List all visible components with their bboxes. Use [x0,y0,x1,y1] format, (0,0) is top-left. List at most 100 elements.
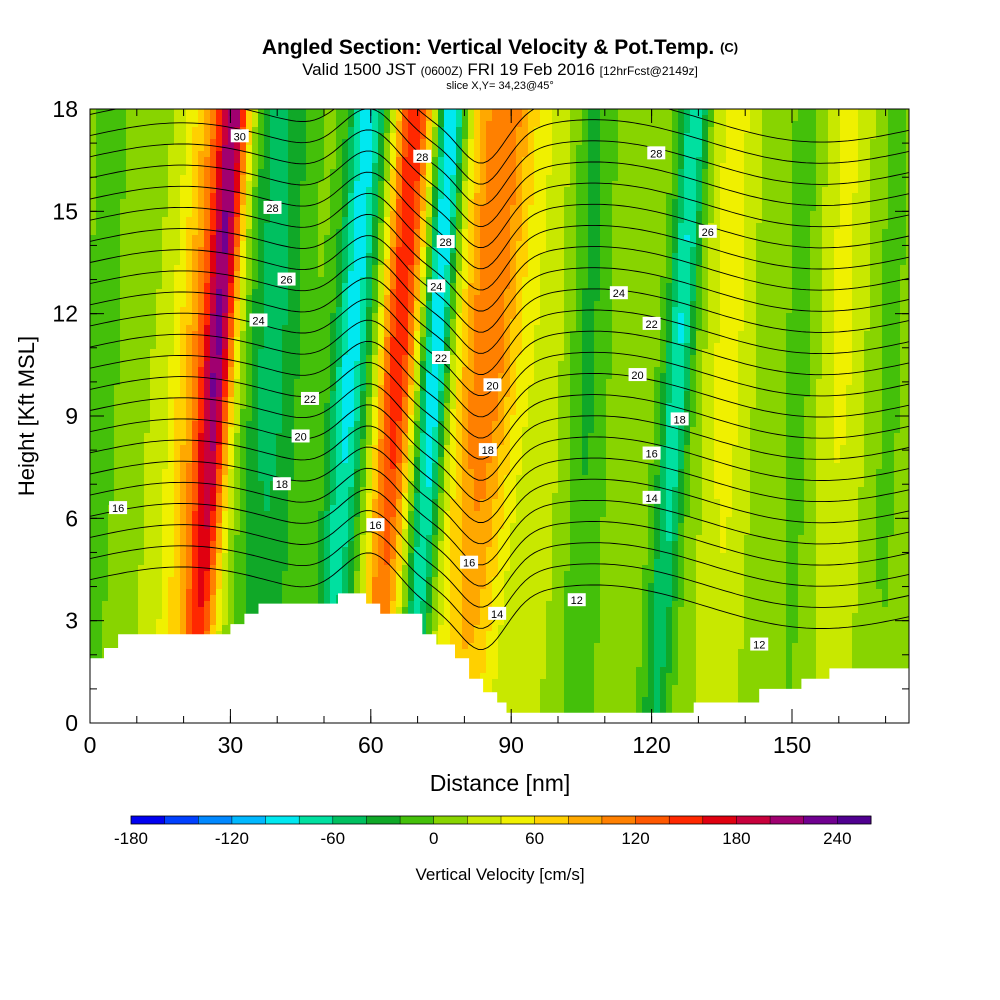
velocity-cell [234,187,241,194]
velocity-cell [468,313,475,320]
velocity-cell [822,151,829,158]
velocity-cell [714,175,721,182]
velocity-cell [882,157,889,164]
velocity-cell [228,295,235,302]
velocity-cell [420,241,427,248]
velocity-cell [408,289,415,296]
velocity-cell [228,271,235,278]
velocity-cell [420,247,427,254]
velocity-cell [198,265,205,272]
velocity-cell [618,223,625,230]
velocity-cell [870,217,877,224]
velocity-cell [888,307,895,314]
velocity-cell [798,271,805,278]
velocity-cell [126,163,133,170]
velocity-cell [750,283,757,290]
velocity-cell [480,157,487,164]
velocity-cell [378,163,385,170]
velocity-cell [306,241,313,248]
velocity-cell [162,163,169,170]
velocity-cell [750,307,757,314]
velocity-cell [306,289,313,296]
velocity-cell [864,151,871,158]
velocity-cell [438,313,445,320]
velocity-cell [648,241,655,248]
velocity-cell [600,295,607,302]
velocity-cell [816,211,823,218]
velocity-cell [528,151,535,158]
velocity-cell [846,151,853,158]
velocity-cell [306,247,313,254]
velocity-cell [732,271,739,278]
velocity-cell [114,313,121,320]
velocity-cell [684,247,691,254]
velocity-cell [432,109,439,116]
velocity-cell [162,319,169,326]
velocity-cell [432,163,439,170]
velocity-cell [252,241,259,248]
velocity-cell [630,157,637,164]
velocity-cell [642,193,649,200]
velocity-cell [804,211,811,218]
velocity-cell [876,277,883,284]
velocity-cell [570,121,577,128]
velocity-cell [126,253,133,260]
velocity-cell [264,295,271,302]
velocity-cell [714,283,721,290]
velocity-cell [624,151,631,158]
velocity-cell [258,163,265,170]
velocity-cell [900,121,907,128]
velocity-cell [312,319,319,326]
velocity-cell [90,283,97,290]
velocity-cell [546,151,553,158]
velocity-cell [438,319,445,326]
velocity-cell [534,115,541,122]
velocity-cell [894,217,901,224]
velocity-cell [828,229,835,236]
velocity-cell [366,151,373,158]
velocity-cell [450,109,457,116]
velocity-cell [426,181,433,188]
velocity-cell [222,181,229,188]
velocity-cell [816,187,823,194]
velocity-cell [96,193,103,200]
velocity-cell [264,259,271,266]
velocity-cell [252,145,259,152]
velocity-cell [354,205,361,212]
velocity-cell [108,187,115,194]
velocity-cell [792,283,799,290]
velocity-cell [294,157,301,164]
velocity-cell [864,235,871,242]
velocity-cell [672,193,679,200]
velocity-cell [522,205,529,212]
velocity-cell [588,169,595,176]
velocity-cell [858,211,865,218]
velocity-cell [600,193,607,200]
velocity-cell [570,217,577,224]
velocity-cell [408,109,415,116]
velocity-cell [324,277,331,284]
velocity-cell [102,241,109,248]
velocity-cell [816,235,823,242]
velocity-cell [318,109,325,116]
velocity-cell [828,319,835,326]
velocity-cell [204,211,211,218]
velocity-cell [492,283,499,290]
velocity-cell [642,217,649,224]
velocity-cell [240,151,247,158]
velocity-cell [306,211,313,218]
velocity-cell [156,109,163,116]
velocity-cell [300,289,307,296]
velocity-cell [906,211,909,218]
velocity-cell [798,295,805,302]
velocity-cell [510,193,517,200]
velocity-cell [768,289,775,296]
velocity-cell [462,247,469,254]
velocity-cell [576,217,583,224]
velocity-cell [252,265,259,272]
velocity-cell [258,277,265,284]
velocity-cell [468,247,475,254]
velocity-cell [504,133,511,140]
velocity-cell [558,259,565,266]
velocity-cell [516,277,523,284]
